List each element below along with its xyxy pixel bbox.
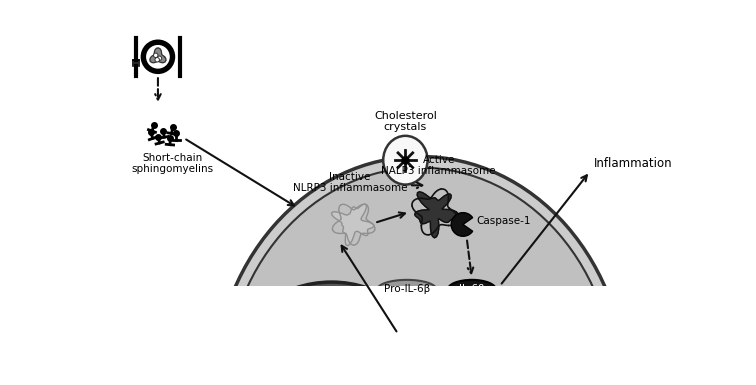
Ellipse shape <box>448 280 496 299</box>
Polygon shape <box>332 204 374 246</box>
Circle shape <box>153 53 158 57</box>
Text: IL-6β: IL-6β <box>459 285 485 295</box>
Ellipse shape <box>377 280 436 299</box>
Text: Inflammation: Inflammation <box>593 157 672 171</box>
Text: I: I <box>330 346 347 380</box>
Text: Cholesterol
crystals: Cholesterol crystals <box>374 110 437 132</box>
Wedge shape <box>451 213 472 236</box>
Ellipse shape <box>235 282 428 385</box>
Circle shape <box>145 44 171 69</box>
Circle shape <box>141 40 174 73</box>
Polygon shape <box>415 192 458 238</box>
Text: I: I <box>316 346 333 380</box>
Ellipse shape <box>225 167 616 385</box>
Text: Caspase-1: Caspase-1 <box>476 216 531 226</box>
Ellipse shape <box>383 136 428 184</box>
Ellipse shape <box>213 156 627 385</box>
Polygon shape <box>150 48 166 63</box>
Text: Active
NALP3 inflammasome: Active NALP3 inflammasome <box>381 155 496 176</box>
Circle shape <box>155 57 160 62</box>
Text: Short-chain
sphingomyelins: Short-chain sphingomyelins <box>132 153 214 174</box>
Text: Pro-IL-6β: Pro-IL-6β <box>384 285 430 295</box>
Circle shape <box>157 56 162 60</box>
Text: Inactive
NLRP3 inflammasome: Inactive NLRP3 inflammasome <box>293 172 407 193</box>
